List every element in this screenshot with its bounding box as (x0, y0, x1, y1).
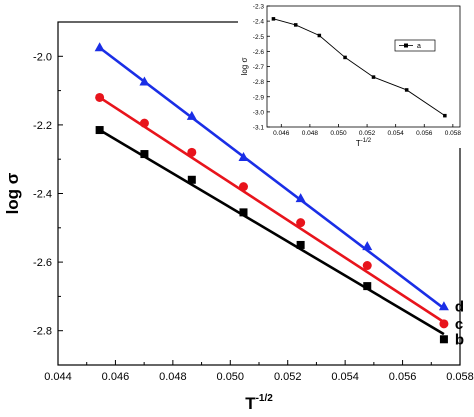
inset-x-tick-label: 0.056 (416, 130, 433, 137)
inset-ticks: 0.046 0.048 0.050 0.052 0.054 0.056 0.058 -2.3 -… (253, 4, 462, 138)
series-d: d (94, 42, 464, 316)
inset-y-tick-label: -2.9 (253, 94, 265, 101)
inset-y-tick-label: -2.8 (253, 79, 265, 86)
legend-entry-a: a (417, 43, 421, 50)
inset-chart: 0.046 0.048 0.050 0.052 0.054 0.056 0.058 -2.3 -… (238, 2, 472, 148)
data-point-b (296, 240, 305, 249)
inset-background (238, 2, 472, 148)
legend-box (394, 39, 436, 52)
main-x-tick-label: 0.052 (274, 371, 302, 383)
main-x-tick-label: 0.058 (446, 371, 474, 383)
inset-x-tick-label: 0.048 (302, 130, 319, 137)
main-y-tick-label: -2.6 (33, 257, 52, 269)
data-point-c (139, 118, 149, 128)
inset-series (271, 17, 447, 118)
main-y-tick-label: -2.0 (33, 51, 52, 63)
main-x-axis-label: T-1/2 (245, 393, 273, 413)
data-point-c (362, 261, 372, 271)
inset-x-tick-label: 0.046 (273, 130, 290, 137)
data-point-b (95, 126, 104, 135)
data-point-d (438, 301, 449, 311)
inset-data-point-a (271, 17, 276, 21)
data-point-c (238, 182, 248, 192)
data-point-c (187, 147, 197, 157)
main-x-tick-label: 0.044 (44, 371, 72, 383)
data-point-b (187, 175, 196, 184)
data-point-d (295, 193, 306, 203)
main-x-tick-label: 0.046 (102, 371, 130, 383)
fit-line-c (98, 96, 445, 324)
inset-data-point-a (371, 75, 376, 79)
main-x-tick-label: 0.048 (159, 371, 187, 383)
main-y-tick-label: -2.8 (33, 326, 52, 338)
series-label-b: b (455, 331, 464, 348)
inset-y-tick-label: -2.7 (253, 64, 265, 71)
data-point-b (140, 150, 149, 159)
data-point-d (94, 42, 105, 52)
inset-y-axis-label: log σ (240, 58, 249, 76)
main-x-tick-label: 0.056 (389, 371, 417, 383)
data-point-c (296, 218, 306, 228)
main-series: dcb (94, 42, 464, 348)
inset-data-point-a (443, 113, 447, 118)
legend-marker (404, 43, 408, 48)
data-point-c (95, 92, 105, 102)
main-y-tick-label: -2.4 (33, 189, 52, 201)
inset-x-tick-label: 0.052 (359, 130, 376, 137)
series-label-d: d (455, 299, 464, 316)
inset-series-a (271, 17, 447, 118)
data-point-c (439, 319, 449, 329)
inset-x-axis-label: T-1/2 (356, 138, 372, 148)
inset-x-tick-label: 0.058 (445, 130, 462, 137)
data-point-b (439, 335, 448, 344)
data-point-d (362, 241, 373, 251)
inset-data-point-a (293, 23, 298, 27)
inset-x-tick-label: 0.054 (388, 130, 405, 137)
series-label-c: c (455, 316, 463, 333)
series-b: b (95, 126, 464, 348)
inset-y-tick-label: -3.0 (253, 109, 265, 116)
inset-data-point-a (404, 88, 409, 92)
data-point-b (239, 208, 248, 217)
inset-y-tick-label: -2.3 (253, 4, 265, 11)
series-c: c (95, 92, 463, 333)
inset-x-tick-label: 0.050 (330, 130, 347, 137)
inset-y-tick-label: -2.4 (253, 19, 265, 26)
data-point-b (363, 282, 372, 291)
main-ticks: 0.044 0.046 0.048 0.050 0.052 0.054 0.056 0.058… (33, 21, 474, 383)
data-point-d (186, 110, 197, 120)
main-x-tick-label: 0.054 (331, 371, 359, 383)
inset-y-tick-label: -3.1 (253, 125, 265, 132)
main-y-tick-label: -2.2 (33, 120, 52, 132)
data-point-d (238, 151, 249, 161)
inset-y-tick-label: -2.5 (253, 34, 265, 41)
main-y-axis-label: log σ (3, 172, 22, 214)
fit-line-d (98, 46, 445, 310)
main-x-tick-label: 0.050 (217, 371, 245, 383)
fit-line-b (98, 128, 445, 336)
inset-legend: a (394, 39, 436, 52)
inset-data-point-a (343, 55, 347, 60)
inset-y-tick-label: -2.6 (253, 49, 265, 56)
inset-data-point-a (317, 33, 322, 38)
data-point-d (139, 76, 150, 86)
main-chart: 0.044 0.046 0.048 0.050 0.052 0.054 0.056 0.058… (3, 21, 474, 413)
